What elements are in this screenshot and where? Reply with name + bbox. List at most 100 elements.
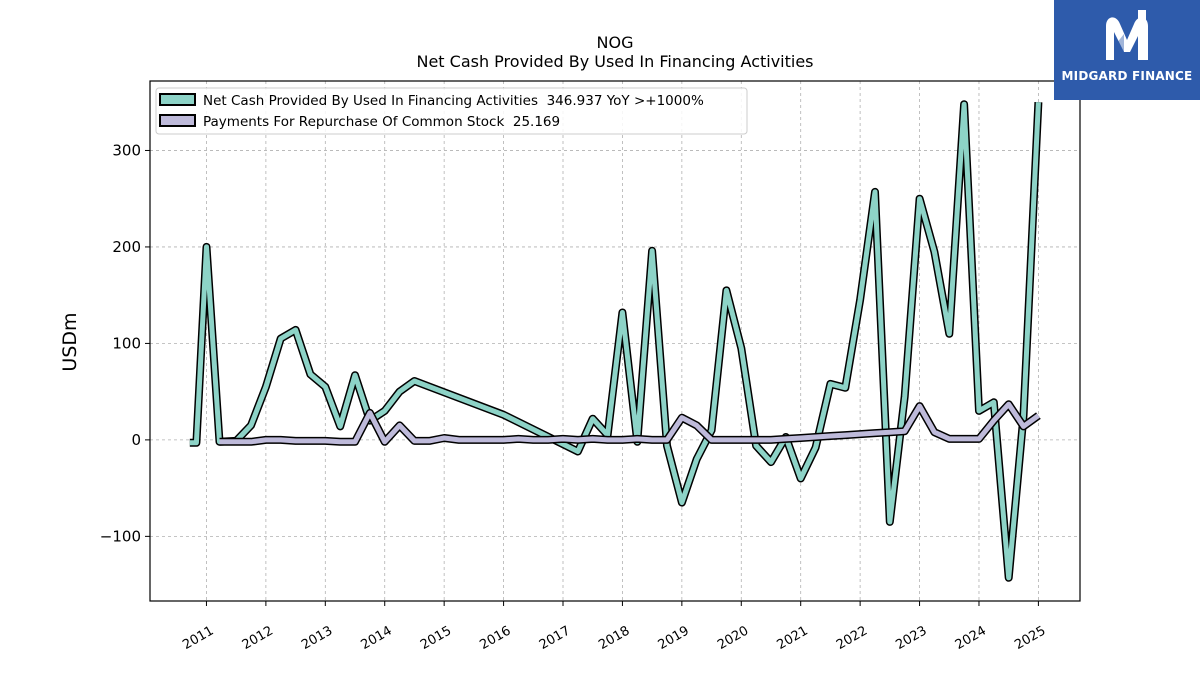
series-layer: [188, 100, 1043, 582]
x-tick-label: 2025: [1012, 623, 1048, 653]
data-point: [188, 441, 191, 444]
data-point: [324, 439, 327, 442]
series-line: [189, 101, 1041, 581]
data-point: [339, 440, 342, 443]
data-point: [740, 347, 743, 350]
data-point: [354, 440, 357, 443]
data-point: [576, 438, 579, 441]
data-point: [710, 438, 713, 441]
data-point: [844, 386, 847, 389]
data-point: [532, 438, 535, 441]
data-point: [799, 477, 802, 480]
x-tick-label: 2020: [715, 623, 751, 653]
data-point: [309, 439, 312, 442]
data-point: [755, 438, 758, 441]
data-point: [666, 444, 669, 447]
data-point: [740, 438, 743, 441]
data-point: [294, 328, 297, 331]
chart-title: NOG: [597, 33, 634, 52]
data-point: [948, 437, 951, 440]
data-point: [963, 103, 966, 106]
data-point: [443, 437, 446, 440]
data-point: [368, 411, 371, 414]
data-point: [651, 249, 654, 252]
data-point: [918, 197, 921, 200]
data-point: [814, 436, 817, 439]
data-point: [948, 332, 951, 335]
data-point: [502, 413, 505, 416]
x-tick-label: 2022: [834, 623, 870, 653]
x-tick-label: 2012: [240, 623, 276, 653]
data-point: [918, 405, 921, 408]
legend-entry-repurchase: Payments For Repurchase Of Common Stock …: [159, 114, 560, 130]
data-point: [195, 441, 198, 444]
x-tick-label: 2023: [893, 623, 929, 653]
data-point: [294, 439, 297, 442]
chart-subtitle: Net Cash Provided By Used In Financing A…: [416, 52, 813, 71]
x-tick-label: 2011: [180, 623, 216, 653]
data-point: [264, 438, 267, 441]
data-point: [235, 440, 238, 443]
data-point: [844, 434, 847, 437]
x-tick-label: 2021: [775, 623, 811, 653]
series-1: [188, 100, 1043, 582]
data-point: [383, 409, 386, 412]
legend: Net Cash Provided By Used In Financing A…: [155, 87, 748, 135]
x-tick-label: 2015: [418, 623, 454, 653]
data-point: [1022, 425, 1025, 428]
legend-swatch-repurchase: [159, 114, 196, 127]
data-point: [517, 437, 520, 440]
midgard-logo-icon: [1106, 10, 1148, 60]
brand-name: MIDGARD FINANCE: [1061, 69, 1193, 83]
data-point: [933, 431, 936, 434]
data-point: [487, 438, 490, 441]
data-point: [547, 438, 550, 441]
data-point: [1037, 101, 1040, 104]
data-point: [829, 435, 832, 438]
data-point: [903, 395, 906, 398]
data-point: [205, 245, 208, 248]
data-point: [458, 438, 461, 441]
y-axis-label: USDm: [59, 312, 81, 371]
data-point: [472, 438, 475, 441]
data-point: [695, 424, 698, 427]
data-point: [799, 437, 802, 440]
data-point: [250, 440, 253, 443]
data-point: [963, 437, 966, 440]
data-point: [770, 438, 773, 441]
data-point: [784, 437, 787, 440]
plot-frame: [149, 80, 1081, 602]
brand-logo: MIDGARD FINANCE: [1054, 0, 1200, 100]
legend-entry-net-cash: Net Cash Provided By Used In Financing A…: [159, 93, 704, 109]
data-point: [710, 429, 713, 432]
data-point: [413, 439, 416, 442]
data-point: [888, 520, 891, 523]
y-tick-label: 200: [112, 238, 141, 256]
x-tick-label: 2016: [477, 623, 513, 653]
data-point: [576, 450, 579, 453]
x-tick-label: 2019: [656, 623, 692, 653]
data-point: [1037, 414, 1040, 417]
data-point: [218, 440, 221, 443]
data-point: [770, 461, 773, 464]
data-point: [562, 437, 565, 440]
data-point: [354, 374, 357, 377]
data-point: [755, 444, 758, 447]
x-tick-label: 2017: [537, 623, 573, 653]
legend-label-net-cash: Net Cash Provided By Used In Financing A…: [203, 93, 704, 109]
series-line: [219, 401, 1040, 445]
data-point: [502, 438, 505, 441]
data-point: [859, 433, 862, 436]
x-tick-label: 2013: [299, 623, 335, 653]
data-point: [666, 438, 669, 441]
data-point: [398, 424, 401, 427]
data-point: [621, 438, 624, 441]
data-point: [339, 425, 342, 428]
x-tick-label: 2018: [596, 623, 632, 653]
data-point: [591, 437, 594, 440]
x-tick-label: 2024: [953, 623, 989, 653]
legend-box: [155, 87, 748, 135]
data-point: [398, 390, 401, 393]
data-point: [651, 438, 654, 441]
data-point: [933, 250, 936, 253]
